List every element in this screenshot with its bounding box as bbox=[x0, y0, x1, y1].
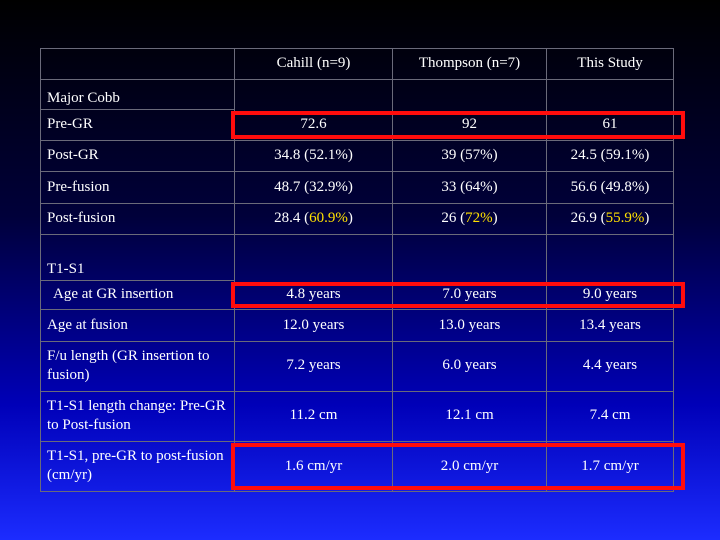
table-row: Age at GR insertion 4.8 years 7.0 years … bbox=[40, 279, 686, 311]
cell-this-study: 13.4 years bbox=[546, 309, 674, 342]
row-label: Pre-fusion bbox=[40, 171, 235, 204]
row-label: Post-fusion bbox=[40, 202, 235, 235]
cell-thompson: 12.1 cm bbox=[392, 390, 547, 442]
cell-thompson: 33 (64%) bbox=[392, 171, 547, 204]
header-row: Cahill (n=9) Thompson (n=7) This Study bbox=[40, 47, 674, 81]
cell-this-study: 1.7 cm/yr bbox=[546, 440, 686, 493]
row-label: F/u length (GR insertion to fusion) bbox=[40, 340, 235, 392]
row-label: T1-S1, pre-GR to post-fusion (cm/yr) bbox=[40, 440, 235, 493]
header-cahill: Cahill (n=9) bbox=[234, 47, 393, 81]
comparison-table: Cahill (n=9) Thompson (n=7) This Study M… bbox=[40, 47, 686, 493]
cell-thompson: 6.0 years bbox=[392, 340, 547, 392]
cell-this-study: 24.5 (59.1%) bbox=[546, 139, 674, 173]
cell-cahill: 72.6 bbox=[231, 108, 394, 141]
cell-thompson: 92 bbox=[392, 108, 548, 141]
paren: ) bbox=[644, 210, 650, 227]
cell-this-study: 4.4 years bbox=[546, 340, 674, 392]
header-blank bbox=[40, 47, 235, 81]
table-row: Pre-fusion 48.7 (32.9%) 33 (64%) 56.6 (4… bbox=[40, 171, 674, 204]
cell-cahill: 34.8 (52.1%) bbox=[234, 139, 393, 173]
cell-thompson: 2.0 cm/yr bbox=[392, 440, 548, 493]
table-row: Post-fusion 28.4 (60.9%) 26 (72%) 26.9 (… bbox=[40, 202, 674, 235]
section-title-major-cobb: Major Cobb bbox=[40, 79, 235, 110]
row-label: Age at GR insertion bbox=[40, 279, 235, 311]
row-label: T1-S1 length change: Pre-GR to Post-fusi… bbox=[40, 390, 235, 442]
percent-value: 55.9% bbox=[605, 210, 645, 227]
header-thompson: Thompson (n=7) bbox=[392, 47, 547, 81]
table-row: T1-S1, pre-GR to post-fusion (cm/yr) 1.6… bbox=[40, 440, 686, 493]
row-label: Post-GR bbox=[40, 139, 235, 173]
percent-value: 72% bbox=[465, 210, 493, 227]
row-label: Age at fusion bbox=[40, 309, 235, 342]
cell-thompson: 26 (72%) bbox=[392, 202, 547, 235]
section-header-row: T1-S1 bbox=[40, 233, 674, 281]
cell-this-study: 7.4 cm bbox=[546, 390, 674, 442]
paren: ) bbox=[347, 210, 353, 227]
cell-thompson: 39 (57%) bbox=[392, 139, 547, 173]
table-row: Pre-GR 72.6 92 61 bbox=[40, 108, 686, 141]
table-row: Age at fusion 12.0 years 13.0 years 13.4… bbox=[40, 309, 674, 342]
section-header-row: Major Cobb bbox=[40, 79, 674, 110]
table-row: Post-GR 34.8 (52.1%) 39 (57%) 24.5 (59.1… bbox=[40, 139, 674, 173]
row-label: Pre-GR bbox=[40, 108, 235, 141]
cell-cahill: 1.6 cm/yr bbox=[231, 440, 394, 493]
cell-thompson: 7.0 years bbox=[392, 279, 548, 311]
table-row: T1-S1 length change: Pre-GR to Post-fusi… bbox=[40, 390, 674, 442]
cell-cahill: 11.2 cm bbox=[234, 390, 393, 442]
value: 28.4 ( bbox=[274, 210, 310, 227]
cell-thompson: 13.0 years bbox=[392, 309, 547, 342]
cell-this-study: 9.0 years bbox=[546, 279, 686, 311]
cell-this-study: 26.9 (55.9%) bbox=[546, 202, 674, 235]
cell-cahill: 7.2 years bbox=[234, 340, 393, 392]
percent-value: 60.9% bbox=[309, 210, 348, 227]
cell-cahill: 4.8 years bbox=[231, 279, 394, 311]
cell-cahill: 48.7 (32.9%) bbox=[234, 171, 393, 204]
section-title-t1-s1: T1-S1 bbox=[40, 233, 235, 281]
value: 26.9 ( bbox=[570, 210, 606, 227]
paren: ) bbox=[492, 210, 498, 227]
cell-this-study: 56.6 (49.8%) bbox=[546, 171, 674, 204]
header-this-study: This Study bbox=[546, 47, 674, 81]
cell-cahill: 12.0 years bbox=[234, 309, 393, 342]
cell-this-study: 61 bbox=[546, 108, 686, 141]
cell-cahill: 28.4 (60.9%) bbox=[234, 202, 393, 235]
table-row: F/u length (GR insertion to fusion) 7.2 … bbox=[40, 340, 674, 392]
value: 26 ( bbox=[441, 210, 466, 227]
